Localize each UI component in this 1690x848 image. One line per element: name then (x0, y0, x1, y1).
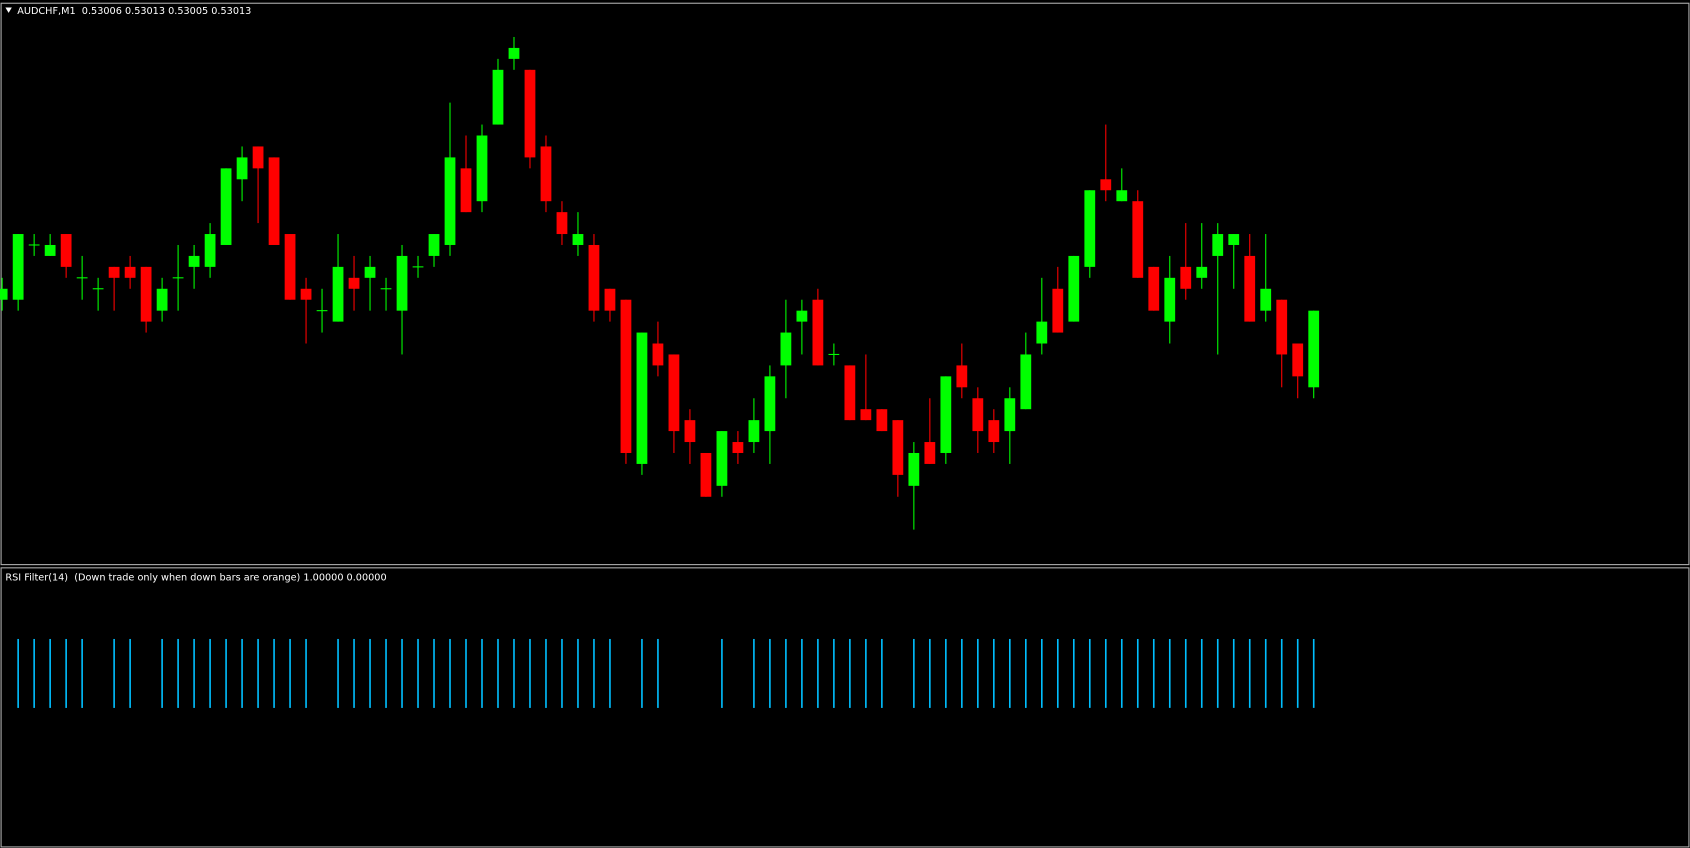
candle-body (236, 157, 248, 180)
candle-body (556, 212, 568, 235)
candle-body (860, 409, 872, 421)
candle-body (748, 420, 760, 443)
candle-body (220, 168, 232, 245)
candle-body (972, 398, 984, 432)
candle-body (620, 299, 632, 453)
candle-body (1260, 288, 1272, 311)
candle-body (1196, 266, 1208, 278)
candle-body (1180, 266, 1192, 289)
candle-body (1292, 343, 1304, 377)
candle-body (268, 157, 280, 245)
candle-body (524, 69, 536, 158)
candle-body (668, 354, 680, 432)
indicator-pane-title: RSI Filter(14) (Down trade only when dow… (5, 573, 386, 584)
candle-body (428, 234, 440, 256)
candle-body (1084, 190, 1096, 267)
candle-body (1132, 201, 1144, 278)
candle-body (892, 420, 904, 475)
candle-body (124, 266, 136, 278)
candle-body (44, 244, 56, 256)
menu-triangle[interactable] (5, 7, 12, 13)
candle-body (732, 442, 744, 453)
candle-body (540, 146, 552, 202)
candle-body (940, 376, 952, 453)
price-pane-title: AUDCHF,M1 0.53006 0.53013 0.53005 0.5301… (17, 6, 251, 17)
candle-body (92, 288, 104, 290)
candle-body (1212, 234, 1224, 256)
candle-body (188, 255, 200, 267)
candle-body (588, 244, 600, 311)
candle-body (844, 365, 856, 421)
candle-body (684, 420, 696, 443)
candle-body (796, 310, 808, 322)
candle-body (1116, 190, 1128, 202)
candle-body (604, 288, 616, 311)
candle-body (812, 299, 824, 366)
candle-body (1148, 266, 1160, 311)
candle-body (140, 266, 152, 322)
candle-body (908, 452, 920, 486)
candle-body (652, 343, 664, 366)
candle-body (380, 288, 392, 290)
candle-body (1004, 398, 1016, 432)
candle-body (492, 69, 504, 125)
candle-body (508, 47, 520, 59)
candle-body (764, 376, 776, 432)
candle-body (284, 234, 296, 300)
candle-body (332, 266, 344, 322)
candle-body (204, 234, 216, 267)
candle-body (108, 266, 120, 278)
candle-body (172, 277, 184, 279)
candle-body (460, 168, 472, 213)
candle-body (60, 234, 72, 267)
candle-body (1020, 354, 1032, 410)
candle-body (28, 244, 40, 246)
candle-body (572, 234, 584, 245)
candle-body (444, 157, 456, 245)
candle-body (12, 234, 24, 300)
candle-body (412, 266, 424, 268)
candle-body (252, 146, 264, 169)
candle-body (956, 365, 968, 388)
candle-body (476, 135, 488, 202)
candle-body (1276, 299, 1288, 355)
candle-body (1228, 234, 1240, 245)
candle-body (0, 288, 8, 300)
candle-body (76, 277, 88, 279)
candle-body (316, 310, 328, 312)
candle-body (1164, 277, 1176, 322)
candle-body (716, 431, 728, 486)
candle-body (1036, 321, 1048, 344)
candle-body (876, 409, 888, 432)
candle-body (1244, 255, 1256, 322)
candle-body (300, 288, 312, 300)
candle-body (780, 332, 792, 366)
candle-body (348, 277, 360, 289)
candle-body (156, 288, 168, 311)
candle-body (1308, 310, 1320, 388)
candle-body (828, 353, 840, 355)
candle-body (1052, 288, 1064, 333)
price-pane-frame (0, 2, 1690, 566)
candle-body (1068, 255, 1080, 322)
candle-body (1100, 179, 1112, 191)
candle-body (396, 255, 408, 311)
candle-body (636, 332, 648, 464)
indicator-pane-frame (0, 567, 1690, 848)
candle-body (924, 442, 936, 464)
candle-body (700, 452, 712, 497)
candle-body (988, 420, 1000, 443)
candle-body (364, 266, 376, 278)
